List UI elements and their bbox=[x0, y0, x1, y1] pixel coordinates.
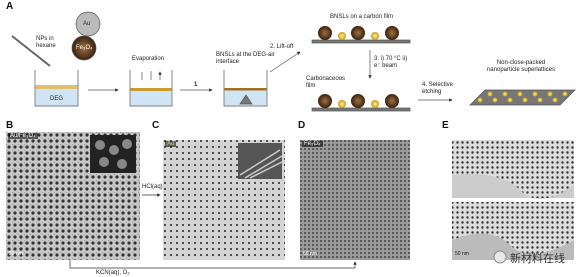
interface-label: BNSLs at the DEG-air interface bbox=[216, 52, 275, 65]
step-1: 1 bbox=[194, 82, 198, 88]
scale-bar: 50 nm bbox=[455, 251, 469, 257]
image-tag: Fe₃O₄ bbox=[302, 141, 323, 147]
film-label: BNSLs on a carbon film bbox=[330, 14, 394, 20]
fe-label: Fe₃O₄ bbox=[76, 45, 93, 51]
watermark-icon bbox=[493, 250, 507, 264]
flow-arrows bbox=[69, 193, 357, 269]
beaker-label: DEG bbox=[50, 96, 64, 102]
scale-bar: 50 nm bbox=[303, 251, 317, 257]
step-3: 3. i) 70 °C ii) e⁻ beam bbox=[374, 56, 408, 69]
panel-label: A bbox=[6, 1, 14, 12]
result-label: Non-close-packed nanoparticle superlatti… bbox=[486, 60, 556, 73]
pipette-label: NPs in hexane bbox=[36, 36, 56, 49]
step-2: 2. Lift-off bbox=[270, 44, 294, 50]
step-evaporation: Evaporation bbox=[132, 56, 165, 62]
panel-label: C bbox=[152, 120, 160, 131]
carbon-label: Carbonaceous film bbox=[306, 76, 346, 89]
image-tag: Au/Fe₃O₄ bbox=[8, 133, 38, 139]
watermark: 新材料在线 bbox=[510, 252, 565, 265]
image-tag: Au bbox=[165, 141, 177, 147]
au-label: Au bbox=[83, 21, 91, 27]
scale-bar: 50 nm bbox=[9, 251, 23, 257]
panel-label: B bbox=[6, 120, 14, 131]
step-4: 4. Selective etching bbox=[422, 82, 454, 95]
panel-label: D bbox=[298, 120, 306, 131]
panel-a-art bbox=[11, 11, 576, 112]
panel-label: E bbox=[442, 120, 449, 131]
hcl-label: HCl(aq) bbox=[142, 184, 163, 190]
panel-images bbox=[6, 132, 574, 260]
kcn-label: KCN(aq), O₂ bbox=[96, 270, 130, 276]
